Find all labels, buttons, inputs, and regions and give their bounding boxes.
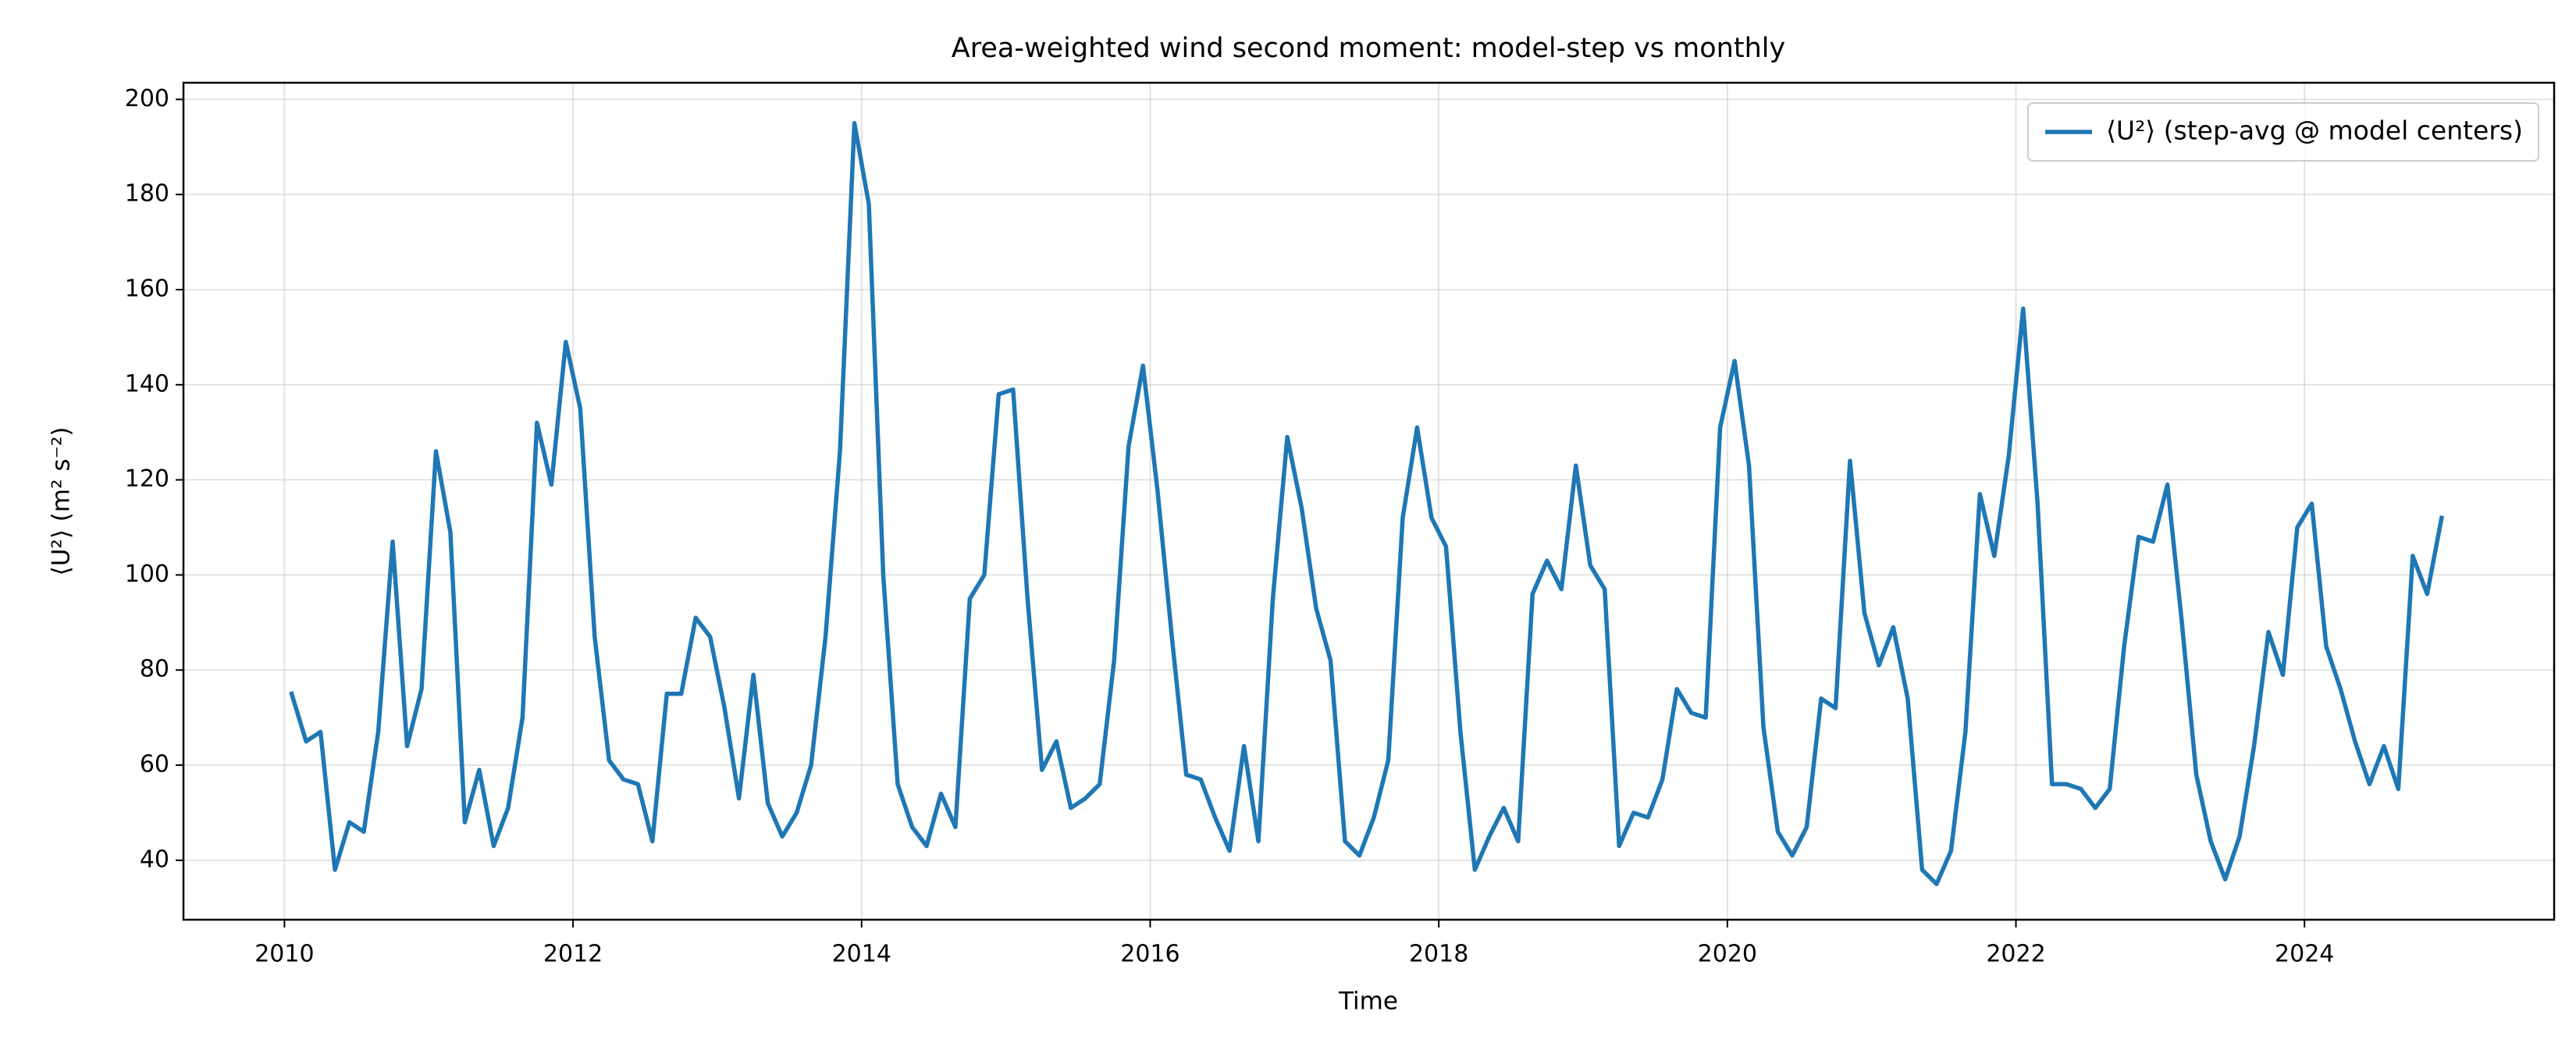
chart-title: Area-weighted wind second moment: model-… (952, 33, 1785, 64)
y-axis-label: ⟨U²⟩ (m² s⁻²) (48, 427, 76, 576)
y-tick-label: 180 (125, 180, 169, 208)
legend: ⟨U²⟩ (step-avg @ model centers) (2027, 102, 2539, 162)
y-tick-label: 100 (125, 561, 169, 588)
y-tick-label: 60 (140, 751, 169, 778)
y-tick-label: 200 (125, 85, 169, 112)
plot-frame (182, 81, 2556, 921)
y-tick-label: 140 (125, 370, 169, 397)
x-tick-label: 2012 (543, 941, 603, 968)
y-tick-label: 80 (140, 656, 169, 683)
x-tick-label: 2024 (2275, 941, 2334, 968)
x-tick-label: 2010 (254, 941, 314, 968)
x-tick-label: 2018 (1409, 941, 1468, 968)
x-tick-label: 2022 (1986, 941, 2045, 968)
x-tick-label: 2020 (1698, 941, 1757, 968)
x-axis-label: Time (1338, 988, 1398, 1016)
legend-label: ⟨U²⟩ (step-avg @ model centers) (2106, 116, 2523, 146)
legend-box (2027, 102, 2539, 162)
y-tick-label: 40 (140, 846, 169, 873)
y-tick-label: 120 (125, 465, 169, 493)
x-tick-label: 2016 (1120, 941, 1179, 968)
x-tick-label: 2014 (832, 941, 891, 968)
y-tick-label: 160 (125, 275, 169, 302)
line-series (289, 121, 2445, 887)
